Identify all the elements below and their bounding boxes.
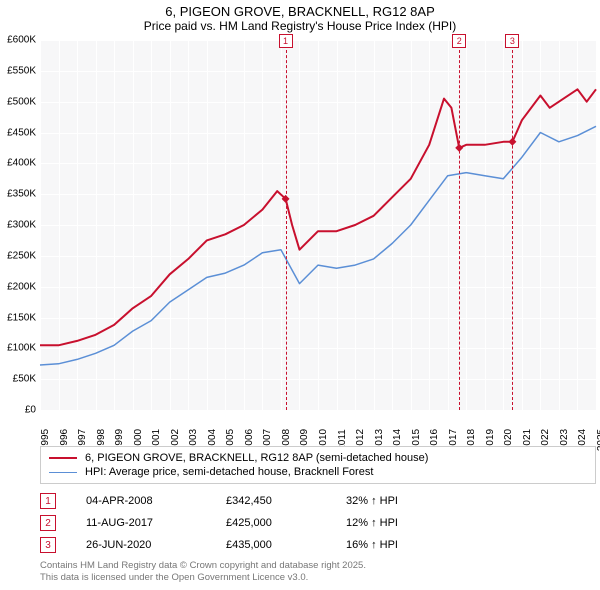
sale-marker-line bbox=[512, 40, 513, 410]
y-tick-label: £200K bbox=[7, 281, 36, 292]
title-subtitle: Price paid vs. HM Land Registry's House … bbox=[0, 19, 600, 33]
legend-row: HPI: Average price, semi-detached house,… bbox=[49, 465, 587, 479]
y-tick-label: £350K bbox=[7, 189, 36, 200]
footer-line2: This data is licensed under the Open Gov… bbox=[40, 572, 308, 583]
sale-marker-label: 3 bbox=[505, 34, 519, 48]
title-block: 6, PIGEON GROVE, BRACKNELL, RG12 8AP Pri… bbox=[0, 0, 600, 35]
legend-swatch bbox=[49, 472, 77, 473]
sale-marker-label: 2 bbox=[452, 34, 466, 48]
legend-label: 6, PIGEON GROVE, BRACKNELL, RG12 8AP (se… bbox=[85, 452, 428, 464]
y-tick-label: £250K bbox=[7, 250, 36, 261]
sale-price: £425,000 bbox=[226, 517, 346, 529]
sale-price: £435,000 bbox=[226, 539, 346, 551]
title-address: 6, PIGEON GROVE, BRACKNELL, RG12 8AP bbox=[0, 4, 600, 19]
chart-plot-area: 123 bbox=[40, 40, 596, 410]
legend-label: HPI: Average price, semi-detached house,… bbox=[85, 466, 373, 478]
sale-marker-line bbox=[286, 40, 287, 410]
y-tick-label: £400K bbox=[7, 158, 36, 169]
sale-pct-vs-hpi: 32% ↑ HPI bbox=[346, 495, 496, 507]
grid-line-v bbox=[596, 40, 597, 410]
sale-row-marker: 1 bbox=[40, 493, 56, 509]
sale-date: 11-AUG-2017 bbox=[86, 517, 226, 529]
sale-row: 3 26-JUN-2020£435,00016% ↑ HPI bbox=[40, 534, 596, 556]
sale-pct-vs-hpi: 16% ↑ HPI bbox=[346, 539, 496, 551]
legend-swatch bbox=[49, 457, 77, 459]
sale-row: 1 04-APR-2008£342,45032% ↑ HPI bbox=[40, 490, 596, 512]
sale-date: 26-JUN-2020 bbox=[86, 539, 226, 551]
y-tick-label: £0 bbox=[25, 405, 36, 416]
sale-marker-label: 1 bbox=[279, 34, 293, 48]
x-axis-labels: 1995199619971998199920002001200220032004… bbox=[40, 412, 596, 442]
y-tick-label: £450K bbox=[7, 127, 36, 138]
sale-row-marker: 3 bbox=[40, 537, 56, 553]
sales-table: 1 04-APR-2008£342,45032% ↑ HPI 2 11-AUG-201… bbox=[40, 490, 596, 556]
grid-line-h bbox=[40, 410, 596, 411]
footer-attribution: Contains HM Land Registry data © Crown c… bbox=[40, 560, 596, 584]
y-axis-labels: £0£50K£100K£150K£200K£250K£300K£350K£400… bbox=[0, 40, 38, 410]
legend-box: 6, PIGEON GROVE, BRACKNELL, RG12 8AP (se… bbox=[40, 446, 596, 484]
sale-row-marker: 2 bbox=[40, 515, 56, 531]
legend-row: 6, PIGEON GROVE, BRACKNELL, RG12 8AP (se… bbox=[49, 451, 587, 465]
sale-marker-line bbox=[459, 40, 460, 410]
sale-row: 2 11-AUG-2017£425,00012% ↑ HPI bbox=[40, 512, 596, 534]
y-tick-label: £550K bbox=[7, 65, 36, 76]
footer-line1: Contains HM Land Registry data © Crown c… bbox=[40, 560, 366, 571]
sale-price: £342,450 bbox=[226, 495, 346, 507]
sale-date: 04-APR-2008 bbox=[86, 495, 226, 507]
y-tick-label: £600K bbox=[7, 35, 36, 46]
y-tick-label: £50K bbox=[13, 374, 36, 385]
page-root: 6, PIGEON GROVE, BRACKNELL, RG12 8AP Pri… bbox=[0, 0, 600, 590]
y-tick-label: £100K bbox=[7, 343, 36, 354]
y-tick-label: £150K bbox=[7, 312, 36, 323]
sale-pct-vs-hpi: 12% ↑ HPI bbox=[346, 517, 496, 529]
x-tick-label: 2025 bbox=[596, 429, 600, 451]
y-tick-label: £500K bbox=[7, 96, 36, 107]
y-tick-label: £300K bbox=[7, 220, 36, 231]
